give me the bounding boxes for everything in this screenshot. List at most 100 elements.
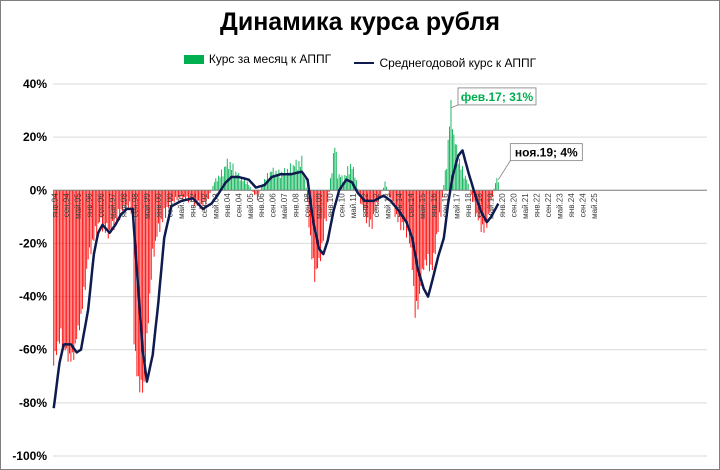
bar: [185, 190, 187, 200]
bar: [140, 190, 142, 380]
bar: [464, 175, 466, 191]
bar: [66, 190, 68, 349]
bar: [103, 190, 105, 225]
x-tick-label: май.23: [556, 193, 565, 219]
x-tick-label: сен.12: [372, 193, 381, 218]
bar: [354, 177, 356, 191]
y-tick-label: -60%: [19, 343, 47, 357]
x-tick-label: сен.96: [97, 193, 106, 218]
bar: [330, 178, 331, 191]
bar: [311, 190, 313, 260]
x-tick-label: янв.10: [326, 193, 335, 218]
bar: [87, 190, 89, 260]
bar: [176, 190, 178, 201]
bar: [288, 172, 290, 191]
bar: [218, 175, 220, 191]
bar: [198, 190, 200, 201]
bar: [495, 183, 496, 191]
bar: [355, 180, 357, 191]
bar: [188, 190, 189, 203]
y-tick-label: -80%: [19, 396, 47, 410]
bar: [94, 190, 96, 227]
bar: [496, 178, 498, 191]
bar: [451, 129, 453, 191]
bar: [474, 190, 476, 217]
x-tick-label: май.07: [280, 193, 289, 219]
bar: [403, 190, 405, 231]
bar: [297, 170, 298, 191]
x-tick-label: янв.16: [429, 193, 438, 218]
bar: [91, 190, 93, 240]
bar: [302, 176, 304, 191]
x-tick-label: май.05: [246, 193, 255, 219]
bar: [255, 190, 257, 195]
bar: [70, 190, 72, 362]
bar: [142, 190, 144, 393]
bar: [446, 169, 448, 191]
bar: [394, 190, 396, 217]
bar: [347, 166, 349, 191]
bar: [238, 173, 240, 191]
bar: [127, 190, 129, 209]
bar: [146, 190, 148, 334]
bar: [453, 134, 455, 191]
bar: [79, 190, 80, 331]
bar: [97, 190, 99, 224]
bar: [215, 178, 217, 191]
bar: [71, 190, 73, 353]
bar: [406, 190, 407, 238]
bar: [371, 190, 373, 229]
bar: [462, 166, 463, 191]
x-tick-label: янв.98: [120, 193, 129, 218]
bar: [294, 166, 296, 191]
bar: [236, 174, 238, 191]
bar: [254, 190, 255, 195]
bar: [56, 190, 58, 356]
bar: [63, 190, 65, 344]
bar: [195, 190, 197, 202]
bar: [460, 169, 462, 191]
bar: [233, 176, 235, 191]
x-tick-label: май.99: [143, 193, 152, 219]
bar: [418, 190, 420, 294]
x-tick-label: сен.16: [441, 193, 450, 218]
bar: [57, 190, 59, 342]
annotation-box: [457, 87, 537, 106]
bar: [262, 183, 264, 191]
bar: [309, 190, 311, 236]
bar: [126, 190, 128, 206]
bar: [80, 190, 82, 314]
bar: [175, 190, 177, 197]
bar: [192, 190, 194, 200]
x-tick-label: янв.96: [85, 193, 94, 218]
bar: [112, 190, 113, 221]
x-tick-label: янв.14: [395, 193, 404, 218]
bar: [434, 190, 436, 255]
bar: [367, 190, 369, 218]
bar: [83, 190, 85, 287]
x-tick-label: сен.94: [62, 193, 71, 218]
bar: [209, 190, 211, 194]
bar: [341, 175, 343, 191]
bar: [156, 190, 158, 237]
bar: [375, 190, 377, 203]
bar: [357, 188, 359, 191]
bar: [249, 186, 251, 191]
x-tick-label: сен.22: [544, 193, 553, 218]
bar: [450, 99, 452, 191]
bar: [231, 169, 233, 191]
legend-item-annual: Среднегодовой курс к АППГ: [354, 56, 536, 70]
bar: [123, 190, 125, 205]
bar: [271, 171, 273, 191]
x-tick-label: янв.22: [533, 193, 542, 218]
bar: [391, 190, 393, 204]
bar: [272, 167, 274, 191]
bar: [331, 173, 333, 191]
bar: [390, 190, 392, 198]
bar: [239, 180, 241, 191]
bar: [307, 190, 309, 202]
x-tick-label: янв.06: [257, 193, 266, 218]
bar: [440, 190, 442, 217]
bar: [256, 190, 258, 201]
